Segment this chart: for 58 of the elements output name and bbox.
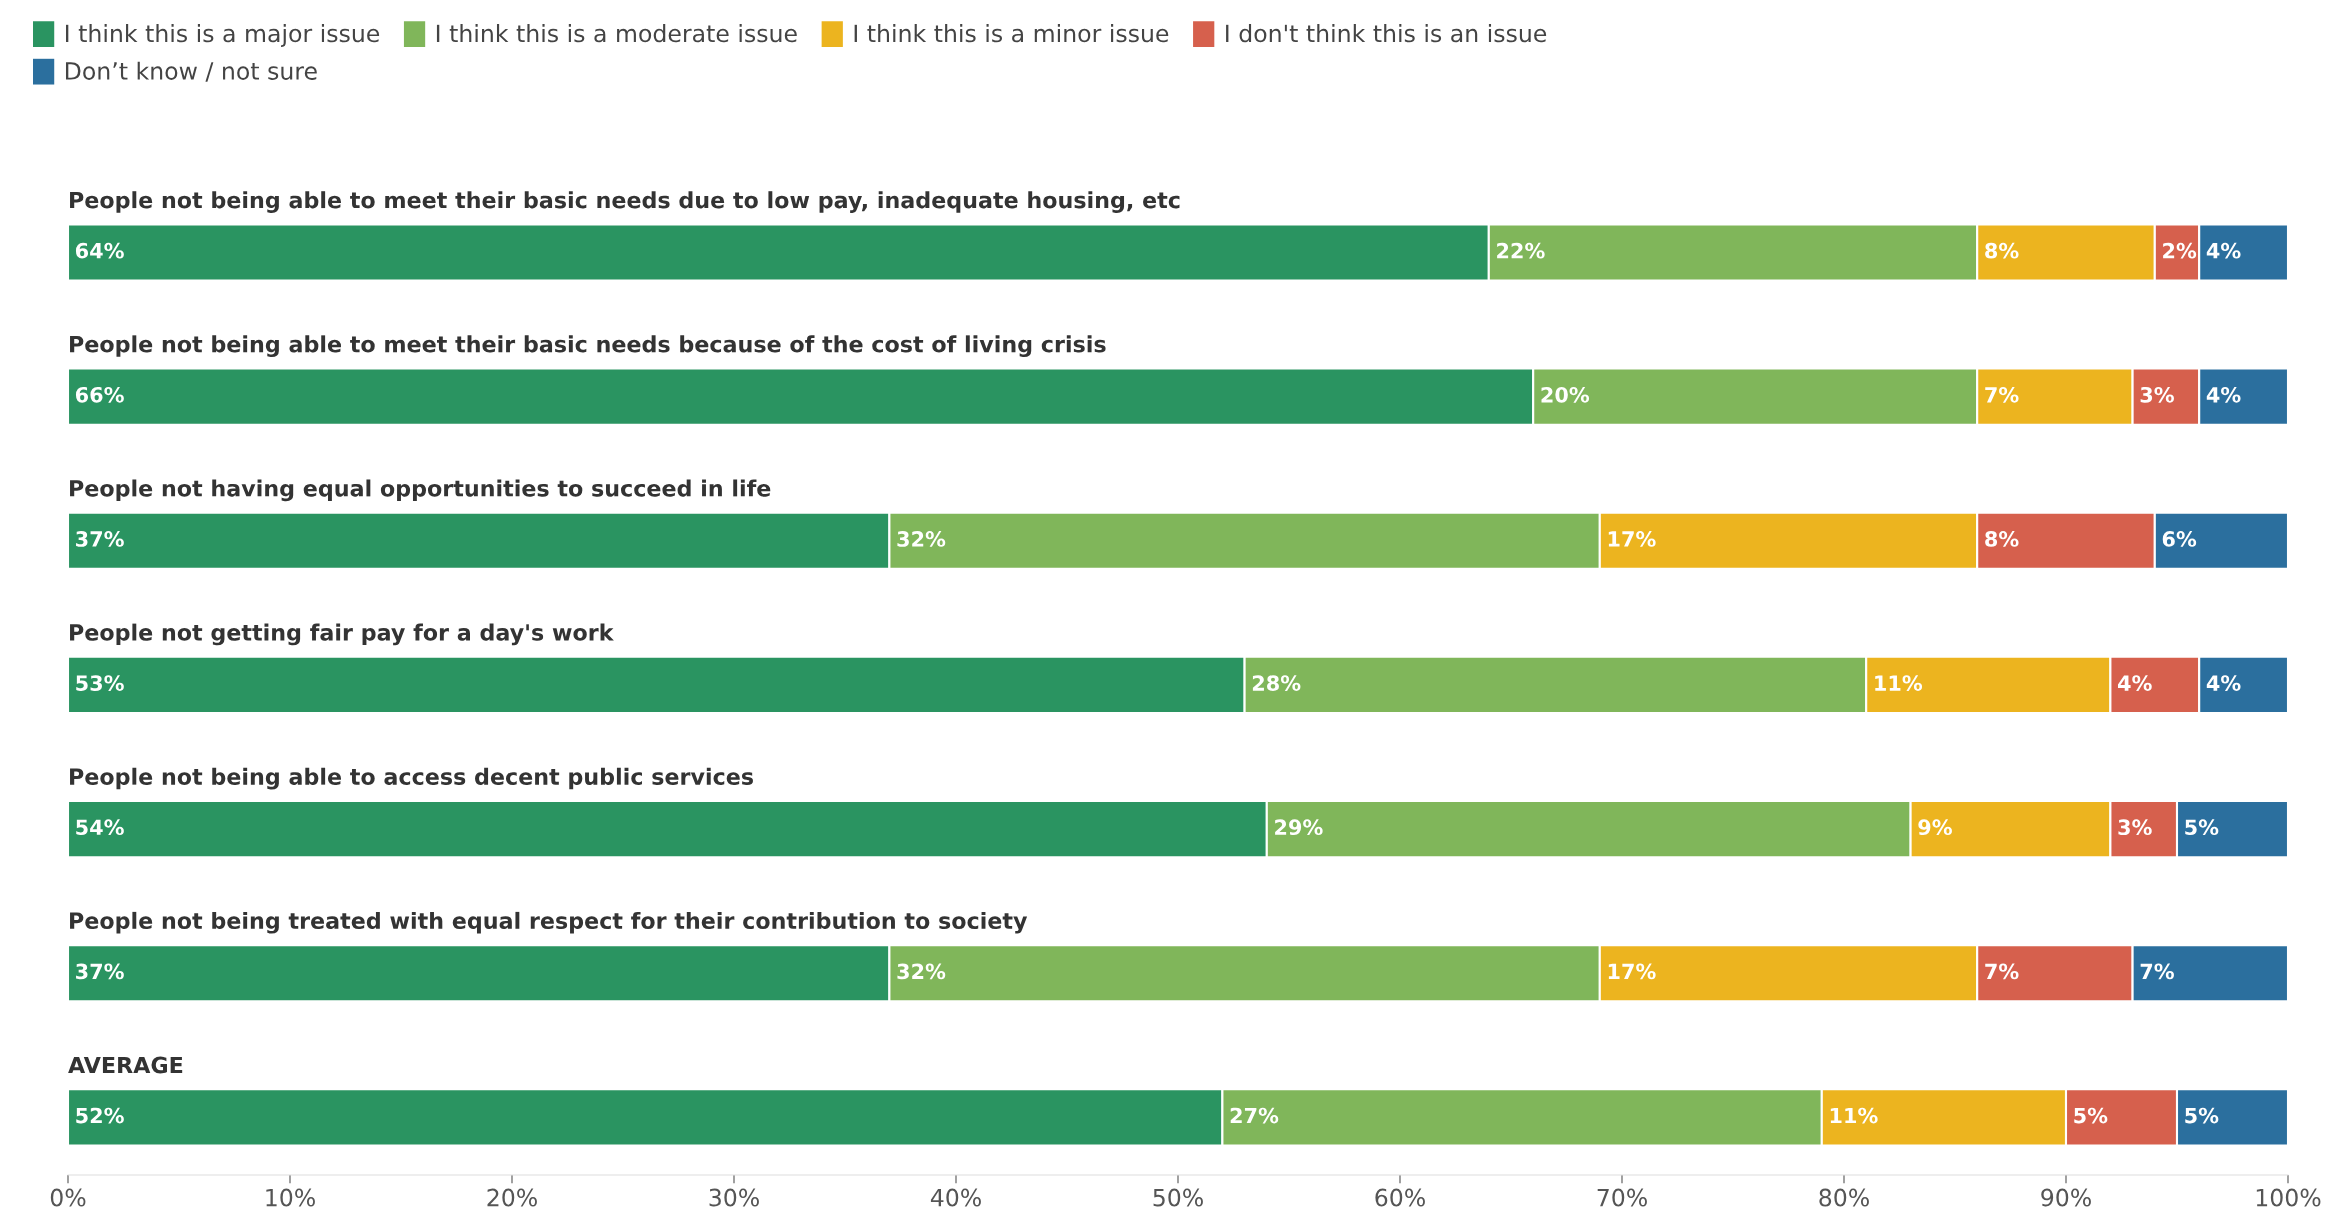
data-label: 52% [76,1107,124,1124]
y-tick-label: People not being able to access decent public services [70,767,753,790]
x-tick-label: 90% [2041,1188,2091,1207]
x-tick-label: 20% [487,1188,537,1207]
data-label: 66% [75,386,124,403]
data-label: 37% [76,963,124,980]
x-tick-label: 80% [1819,1188,1869,1207]
data-label: 20% [1541,386,1590,403]
data-label: 7% [2140,963,2174,980]
data-label: 22% [1497,242,1545,259]
legend-label: I think this is a minor issue [854,24,1169,43]
y-tick-label: People not being able to meet their basic needs due to low pay, inadequate housing, etc [70,191,1180,213]
data-label: 9% [1918,819,1952,836]
data-label: 7% [1985,386,2019,403]
data-label: 17% [1608,963,1656,980]
x-tick-label: 0% [50,1188,86,1207]
legend-label: I think this is a moderate issue [436,24,797,43]
data-label: 29% [1275,819,1323,836]
y-tick-label: People not being treated with equal respect for their contribution to society [70,911,1028,934]
data-label: 8% [1985,531,2019,547]
data-label: 54% [76,819,124,836]
data-label: 11% [1830,1107,1878,1124]
data-label: 2% [2163,242,2197,259]
data-label: 17% [1608,531,1656,547]
y-tick-label: AVERAGE [68,1056,183,1074]
data-label: 5% [2074,1107,2108,1124]
data-label: 64% [75,242,124,259]
x-tick-label: 30% [709,1188,759,1207]
data-label: 3% [2140,386,2174,403]
data-label: 27% [1230,1107,1279,1124]
data-label: 6% [2162,531,2197,547]
data-label: 32% [897,963,946,980]
x-tick-label: 10% [266,1188,315,1207]
data-label: 4% [2206,242,2241,259]
y-tick-label: People not having equal opportunities to succeed in life [70,479,771,502]
data-label: 8% [1985,242,2019,259]
x-tick-label: 100% [2256,1188,2321,1207]
legend-label: I don't think this is an issue [1226,24,1547,43]
data-label: 28% [1252,675,1301,691]
data-label: 4% [2206,386,2241,403]
data-label: 5% [2185,1107,2219,1124]
data-label: 3% [2118,819,2152,836]
x-tick-label: 70% [1597,1188,1647,1207]
legend-label: Don’t know / not sure [65,61,317,82]
data-label: 32% [897,531,946,547]
legend-label: I think this is a major issue [65,24,380,47]
y-tick-label: People not getting fair pay for a day's work [70,623,614,646]
x-tick-label: 60% [1375,1188,1425,1207]
data-label: 11% [1875,675,1923,691]
data-label: 4% [2118,675,2152,691]
data-label: 7% [1985,963,2019,980]
data-label: 53% [76,675,124,691]
data-label: 37% [76,531,124,547]
data-label: 4% [2206,675,2241,691]
y-tick-label: People not being able to meet their basic needs because of the cost of living crisis [70,335,1106,358]
x-tick-label: 40% [930,1188,981,1207]
data-label: 5% [2185,819,2219,836]
x-tick-label: 50% [1153,1188,1203,1207]
